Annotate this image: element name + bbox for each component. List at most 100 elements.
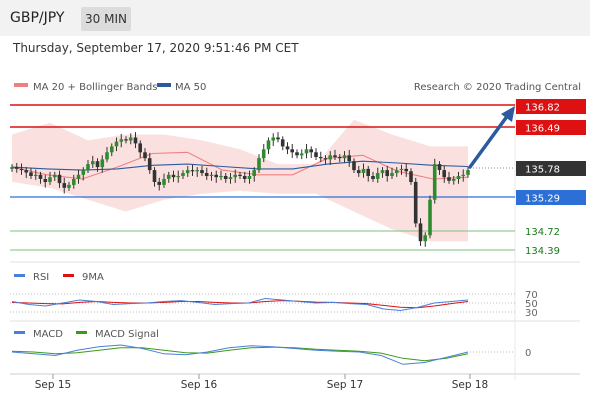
macd-signal-legend-label: MACD Signal [95, 329, 159, 340]
candle-body [176, 176, 180, 178]
candle-body [162, 179, 166, 185]
candle-body [43, 179, 48, 182]
ma50-legend-label: MA 50 [175, 82, 206, 93]
x-tick-label: Sep 17 [327, 379, 364, 391]
candle-body [10, 167, 14, 169]
ma20-legend-label: MA 20 + Bollinger Bands [33, 82, 157, 93]
ma50-legend-swatch [157, 83, 171, 87]
timeframe-button[interactable]: 30 MIN [81, 7, 131, 31]
rsi-tick-30: 30 [525, 308, 538, 319]
candle-body [157, 181, 161, 185]
x-tick-label: Sep 18 [452, 379, 489, 391]
rsi-line [11, 297, 469, 312]
candle-body [223, 176, 228, 179]
ma20-legend-swatch [14, 83, 28, 87]
macd-tick-0: 0 [525, 348, 531, 359]
macd-signal-line [11, 346, 469, 362]
rsi-tick-50: 50 [525, 299, 538, 310]
rsi-legend-swatch [14, 274, 25, 277]
x-tick-label: Sep 16 [181, 379, 218, 391]
level-tag-136-49 [516, 120, 586, 135]
candle-body [295, 152, 299, 156]
candle-body [147, 158, 152, 171]
candle-body [257, 158, 261, 171]
candle-body [238, 174, 242, 176]
candle-body [19, 168, 24, 171]
candle-body [138, 143, 142, 153]
candle-body [342, 155, 347, 159]
top-bar: GBP/JPY 30 MIN [0, 0, 590, 36]
candle-body [352, 161, 356, 171]
candle-body [366, 168, 370, 176]
bollinger-band [12, 119, 468, 242]
pivot-tag [516, 190, 586, 205]
candle-body [233, 174, 237, 178]
candle-body [432, 164, 437, 200]
projection-arrow-head [501, 106, 515, 122]
candle-body [394, 170, 399, 174]
rsi-ma-line [11, 300, 469, 309]
candle-body [318, 157, 323, 159]
candles [10, 132, 470, 247]
candle-body [333, 155, 337, 158]
candle-body [252, 170, 256, 176]
rsi-legend-label: RSI [33, 272, 49, 283]
candle-body [380, 170, 385, 174]
candle-body [247, 176, 252, 179]
candle-body [399, 168, 404, 171]
candle-body [276, 137, 280, 140]
candle-body [371, 176, 375, 179]
candle-body [100, 159, 105, 168]
candle-body [261, 149, 266, 159]
candle-body [48, 177, 52, 182]
candle-body [76, 174, 81, 179]
candle-body [105, 152, 109, 160]
candle-body [375, 173, 380, 179]
candle-body [271, 137, 275, 141]
candle-body [110, 146, 114, 153]
candle-body [285, 146, 290, 150]
candle-body [29, 172, 33, 176]
candle-body [413, 181, 418, 224]
candle-body [72, 179, 76, 185]
candle-body [461, 174, 465, 176]
candle-body [447, 177, 451, 181]
candle-body [185, 170, 190, 174]
candle-body [166, 174, 171, 179]
candle-body [328, 155, 332, 160]
candle-body [128, 137, 133, 141]
candle-body [385, 170, 389, 176]
candle-body [290, 149, 294, 153]
candle-body [91, 161, 95, 165]
level-tag-136-82-text: 136.82 [525, 103, 560, 114]
projection-arrow [468, 113, 510, 169]
macd-legend-swatch [14, 331, 25, 334]
candle-body [86, 164, 90, 170]
candle-body [323, 158, 328, 160]
candle-body [314, 152, 318, 157]
candle-body [95, 161, 100, 168]
candle-body [404, 168, 408, 172]
candle-body [53, 174, 57, 178]
candle-body [190, 170, 195, 172]
credit-label: Research © 2020 Trading Central [414, 82, 581, 93]
symbol-label: GBP/JPY [10, 10, 65, 26]
candle-body [456, 176, 461, 179]
candle-body [356, 170, 361, 174]
candle-body [171, 174, 176, 178]
candle-body [309, 149, 313, 153]
level-tag-136-49-text: 136.49 [525, 124, 560, 135]
candle-body [423, 235, 427, 242]
chart-panel: Thursday, September 17, 2020 9:51:46 PM … [0, 36, 590, 400]
candle-body [81, 170, 86, 175]
candle-body [437, 164, 442, 170]
candle-body [62, 183, 67, 188]
candle-body [124, 139, 128, 141]
candle-body [200, 170, 204, 174]
candle-body [409, 171, 413, 182]
candle-body [143, 152, 147, 159]
last-price-tag [516, 161, 586, 176]
candle-body [14, 167, 19, 169]
candle-body [280, 139, 285, 147]
